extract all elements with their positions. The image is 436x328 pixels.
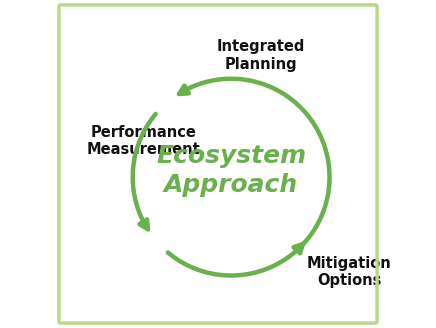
Text: Mitigation
Options: Mitigation Options bbox=[307, 256, 392, 288]
Text: Integrated
Planning: Integrated Planning bbox=[216, 39, 305, 72]
Text: Ecosystem
Approach: Ecosystem Approach bbox=[156, 144, 306, 197]
Text: Performance
Measurement: Performance Measurement bbox=[87, 125, 201, 157]
